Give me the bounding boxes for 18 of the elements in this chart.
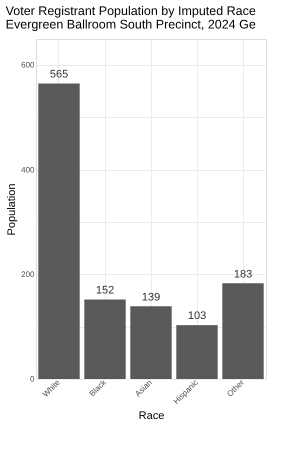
bar <box>84 299 126 379</box>
y-axis-title: Population <box>6 184 18 236</box>
y-tick-label: 200 <box>21 270 36 279</box>
data-label: 139 <box>142 291 160 304</box>
bar <box>222 283 264 379</box>
chart-subtitle: Evergreen Ballroom South Precinct, 2024 Ge <box>6 18 256 32</box>
y-tick-label: 400 <box>21 165 36 174</box>
bar <box>130 306 172 379</box>
data-label: 152 <box>96 284 114 296</box>
x-axis-title: Race <box>138 410 164 422</box>
data-label: 565 <box>50 68 68 80</box>
data-label: 183 <box>234 268 252 280</box>
chart-title: Voter Registrant Population by Imputed Race <box>6 4 256 18</box>
data-label: 103 <box>188 310 206 322</box>
bar <box>176 325 218 379</box>
y-tick-label: 0 <box>30 374 36 384</box>
bar <box>38 83 80 379</box>
y-tick-label: 600 <box>21 60 36 70</box>
